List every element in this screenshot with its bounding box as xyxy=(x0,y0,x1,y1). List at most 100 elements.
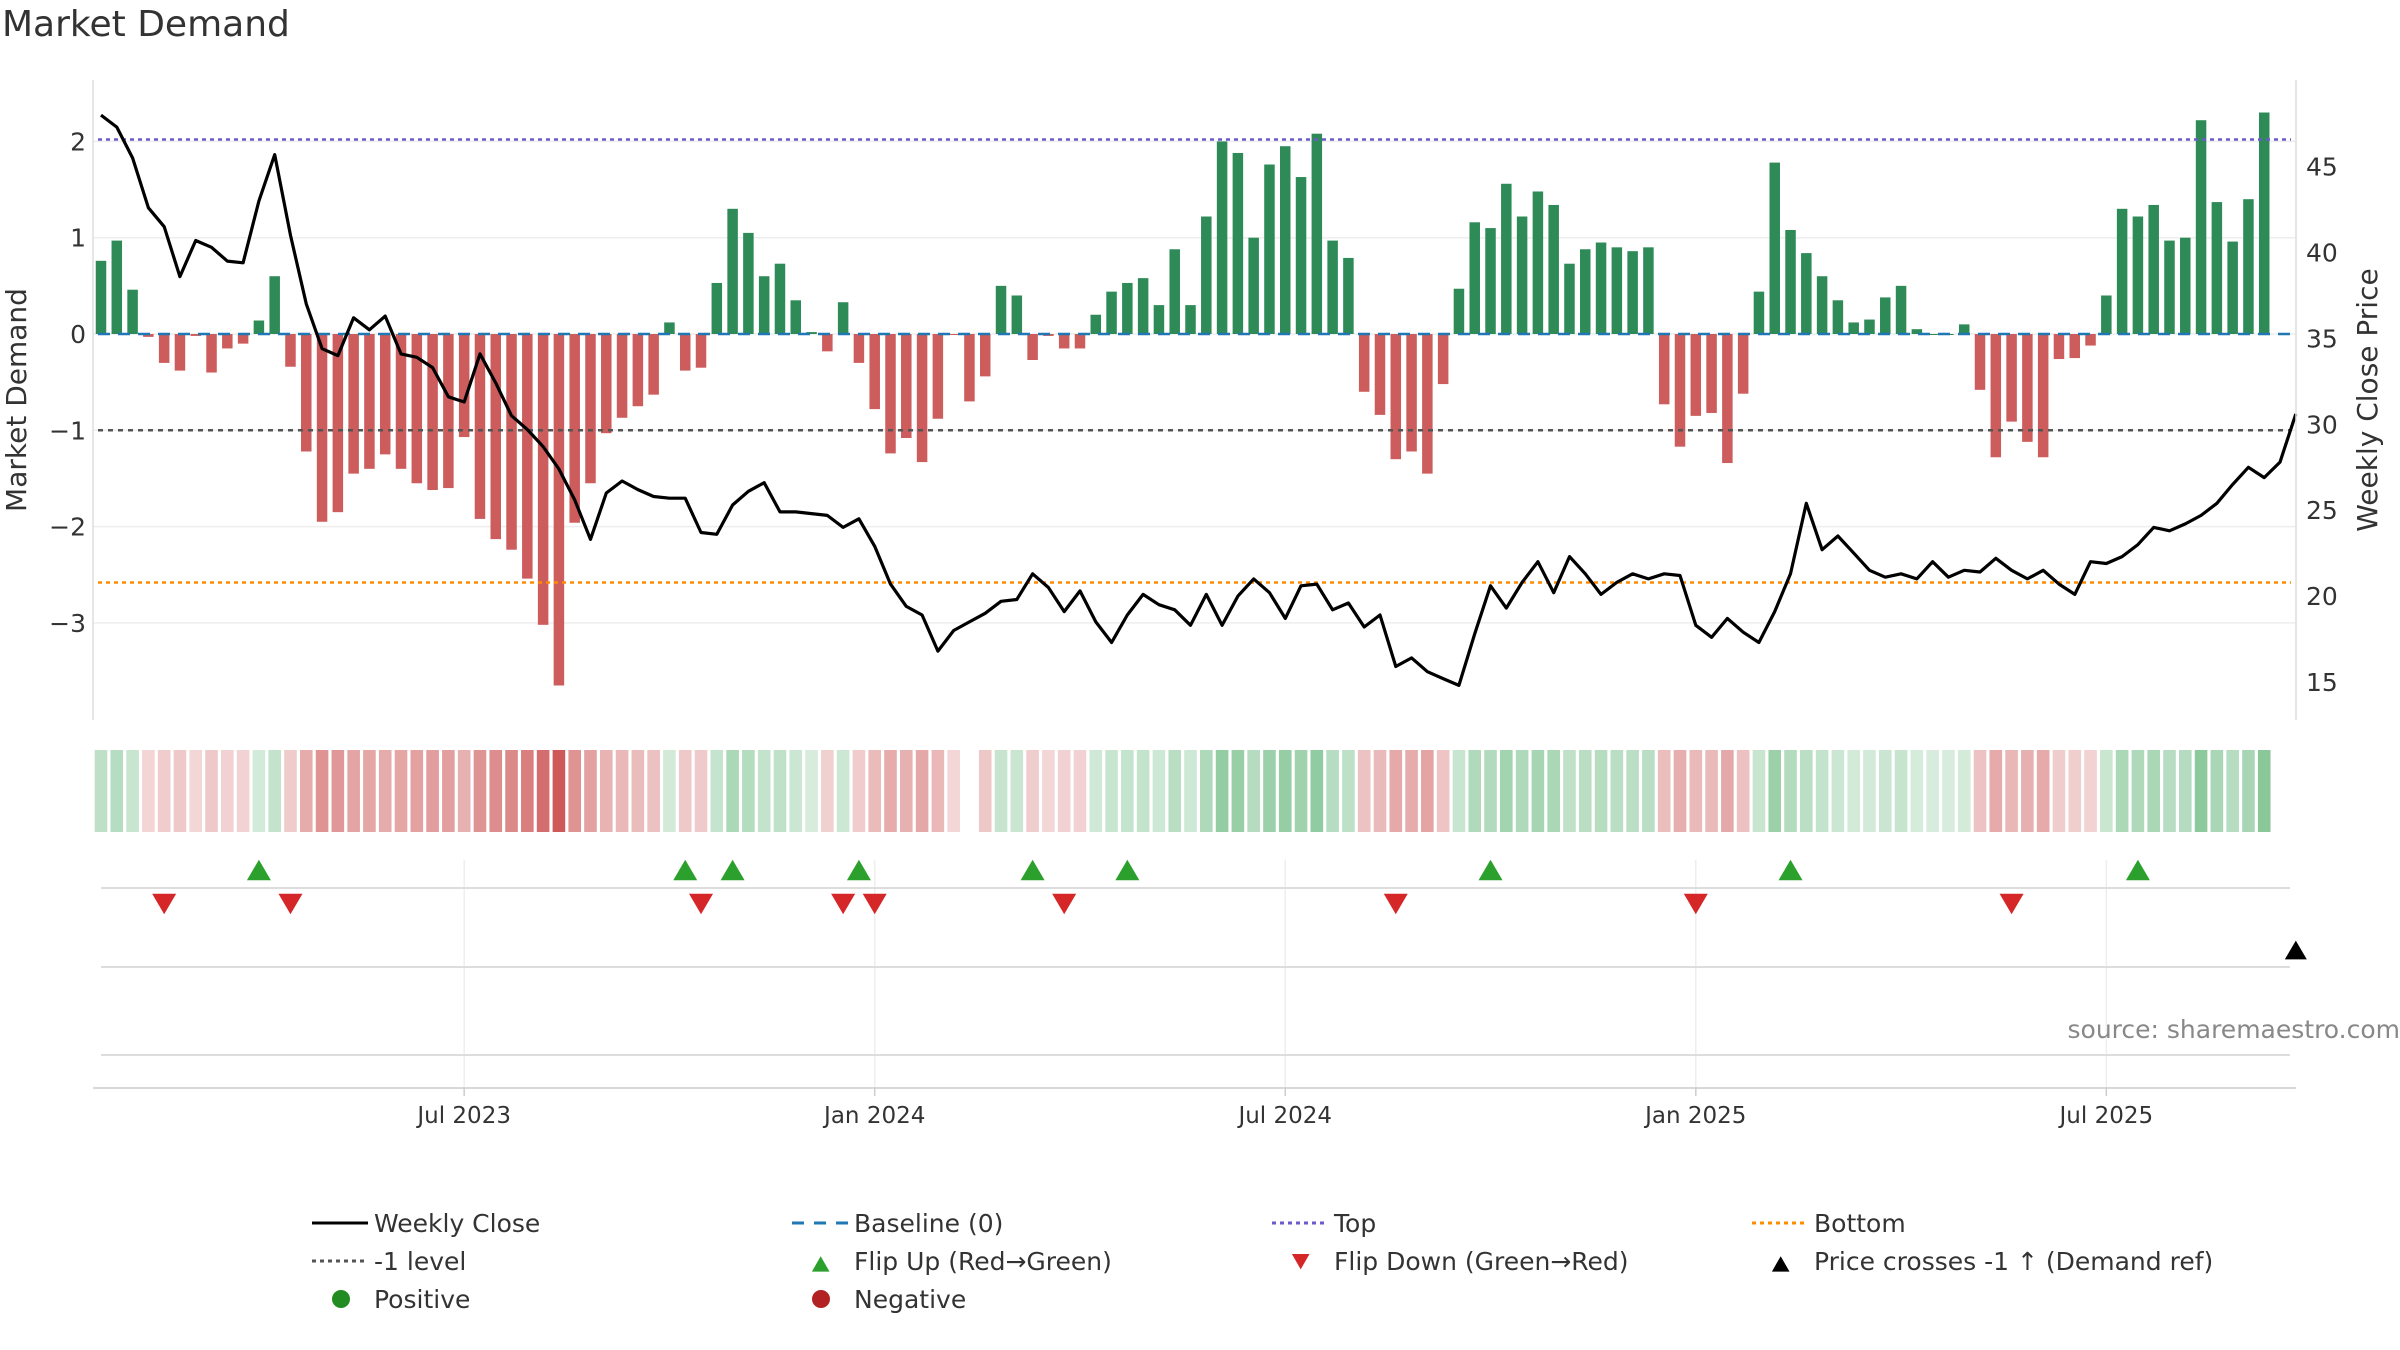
demand-bar xyxy=(553,334,565,686)
heatmap-strip xyxy=(94,750,2271,832)
demand-bar xyxy=(2132,216,2144,334)
y-tick-label: 0 xyxy=(70,320,86,349)
demand-bar xyxy=(601,334,612,434)
heat-cell xyxy=(1515,750,1529,832)
demand-bar xyxy=(1564,263,1575,334)
demand-bar xyxy=(837,302,849,334)
demand-bar xyxy=(1058,334,1070,349)
demand-bar xyxy=(1011,295,1023,334)
heat-cell xyxy=(1894,750,1908,832)
market-demand-chart: −3 −2 −1 0 1 2 15 20 25 30 35 40 45 Market Demand Week… xyxy=(0,80,2384,1129)
heat-cell xyxy=(347,750,360,832)
demand-bar xyxy=(174,334,186,371)
heat-cell xyxy=(1421,750,1434,832)
demand-bar xyxy=(664,322,675,334)
heat-cell xyxy=(663,750,676,832)
demand-bar xyxy=(1595,242,1607,334)
heat-cell xyxy=(599,750,613,832)
demand-bar xyxy=(348,334,359,474)
demand-bar xyxy=(806,332,817,334)
heat-cell xyxy=(2242,750,2255,832)
flip-down-marker xyxy=(1999,893,2024,915)
demand-bar xyxy=(1643,247,1654,334)
legend-item-negative: Negative xyxy=(780,1281,966,1317)
legend-label: Flip Down (Green→Red) xyxy=(1334,1246,1629,1276)
demand-bar xyxy=(2069,334,2080,359)
heat-cell xyxy=(94,750,108,832)
heat-cell xyxy=(2052,750,2066,832)
heat-cell xyxy=(852,750,866,832)
demand-bar xyxy=(916,334,928,463)
demand-bar xyxy=(1311,133,1323,334)
legend-label: Negative xyxy=(854,1284,967,1314)
demand-bar xyxy=(2037,334,2049,458)
heat-cell xyxy=(1168,750,1182,832)
demand-bar xyxy=(206,334,217,373)
demand-bar xyxy=(443,334,454,489)
reference-lines xyxy=(98,138,2291,584)
demand-bar xyxy=(1406,334,1417,452)
flip-up-marker xyxy=(246,859,271,881)
heat-cell xyxy=(1721,750,1734,832)
x-tick-label: Jan 2024 xyxy=(822,1103,925,1129)
demand-bar xyxy=(1816,276,1828,334)
demand-bar xyxy=(1169,249,1180,334)
flip-up-marker xyxy=(1778,859,1803,881)
demand-bar xyxy=(2006,334,2017,422)
heat-cell xyxy=(489,750,503,832)
y-tick-label: −1 xyxy=(49,416,86,445)
heat-cell xyxy=(2210,750,2224,832)
demand-bar xyxy=(948,334,959,335)
demand-bar xyxy=(2022,334,2033,442)
y2-tick-label: 25 xyxy=(2306,496,2338,525)
demand-bar xyxy=(1848,322,1859,334)
demand-bar xyxy=(253,320,265,334)
heat-cell xyxy=(473,750,487,832)
heat-cell xyxy=(836,750,850,832)
heat-cell xyxy=(521,750,534,832)
heat-cell xyxy=(442,750,455,832)
demand-bar xyxy=(979,334,991,377)
heat-cell xyxy=(2021,750,2034,832)
heat-cell xyxy=(1847,750,1860,832)
page-title: Market Demand xyxy=(2,4,290,45)
flip-up-marker xyxy=(720,859,745,881)
demand-bar xyxy=(1548,204,1559,334)
demand-bar xyxy=(2227,241,2238,334)
signal-markers xyxy=(93,859,2307,1089)
legend-symbol-bottom xyxy=(1752,1221,1808,1225)
heat-cell xyxy=(2226,750,2239,832)
demand-bar xyxy=(1501,183,1512,334)
demand-bar xyxy=(269,276,280,334)
demand-bar xyxy=(995,285,1007,334)
heat-cell xyxy=(1215,750,1229,832)
price-cross-marker xyxy=(2284,940,2307,960)
demand-bar xyxy=(364,334,375,469)
demand-bar xyxy=(427,334,438,491)
demand-bar xyxy=(1264,164,1275,334)
legend-label: -1 level xyxy=(374,1246,467,1276)
heat-cell xyxy=(1278,750,1292,832)
demand-bar xyxy=(1753,291,1765,334)
demand-bar xyxy=(316,334,328,522)
demand-bar xyxy=(1864,319,1875,334)
demand-bar xyxy=(222,334,233,349)
x-tick-label: Jul 2024 xyxy=(1236,1103,1332,1129)
flip-down-marker xyxy=(152,893,177,915)
flip-up-marker xyxy=(846,859,871,881)
demand-bar xyxy=(632,334,644,407)
legend-symbol-weekly_close xyxy=(312,1221,368,1225)
heat-cell xyxy=(284,750,297,832)
heat-cell xyxy=(394,750,408,832)
legend-label: Baseline (0) xyxy=(854,1208,1004,1238)
heat-cell xyxy=(221,750,234,832)
heat-cell xyxy=(805,750,818,832)
heat-cell xyxy=(647,750,660,832)
demand-bar xyxy=(1801,253,1812,334)
heat-cell xyxy=(1247,750,1260,832)
weekly-close-line xyxy=(100,113,2298,688)
heat-cell xyxy=(1342,750,1355,832)
flip-down-marker xyxy=(1383,893,1408,915)
heat-cell xyxy=(1878,750,1892,832)
demand-bar xyxy=(506,334,517,550)
